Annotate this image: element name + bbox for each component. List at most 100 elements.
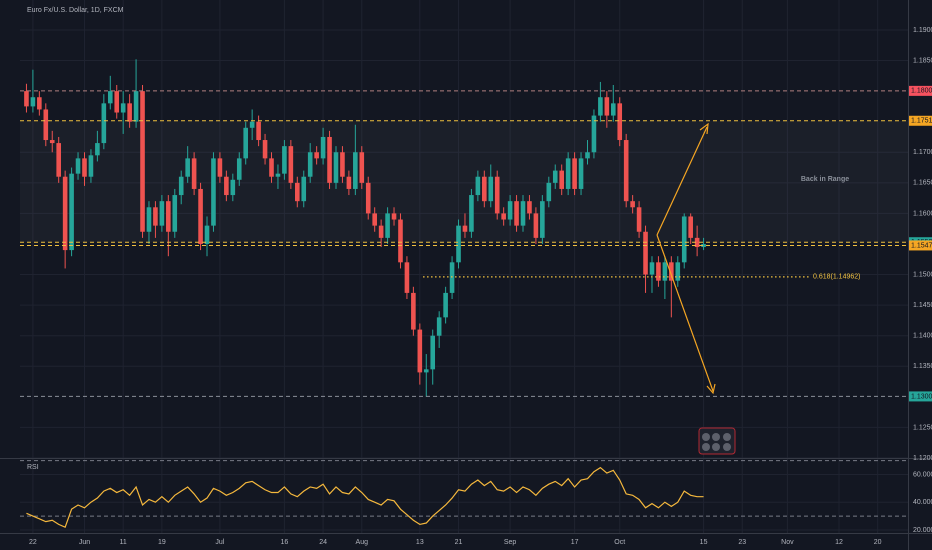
- candle-body: [565, 158, 571, 189]
- candle-body: [82, 158, 87, 177]
- candle-body: [617, 103, 623, 141]
- candle-body: [282, 146, 287, 174]
- level-label: 1.17515: [911, 118, 932, 125]
- x-tick-label: 12: [835, 539, 843, 546]
- candle-body: [275, 173, 281, 177]
- arrow-down: [656, 234, 714, 392]
- candle-body: [75, 158, 81, 174]
- candle-body: [101, 103, 107, 144]
- candle-body: [449, 262, 455, 293]
- candle-body: [417, 329, 423, 373]
- level-label-box: [909, 115, 932, 126]
- candle-body: [56, 143, 61, 177]
- arrow-head: [699, 122, 709, 135]
- candle-body: [585, 152, 590, 159]
- candle-body: [301, 176, 307, 202]
- candle-body: [643, 231, 648, 275]
- candle-body: [140, 91, 145, 232]
- candle-body: [327, 136, 332, 183]
- rsi-title: RSI: [27, 464, 39, 471]
- candle-body: [120, 103, 126, 113]
- candle-body: [95, 143, 100, 156]
- candle-body: [423, 369, 429, 373]
- y-tick-label: 20.0000: [913, 527, 932, 534]
- y-tick-label: 1.16500: [913, 180, 932, 187]
- candle-body: [24, 91, 29, 107]
- candle-body: [598, 97, 603, 116]
- x-tick-label: Aug: [356, 539, 369, 546]
- candle-body: [514, 201, 519, 226]
- candle-body: [211, 158, 216, 226]
- x-tick-label: Jun: [79, 539, 90, 546]
- candle-body: [49, 140, 55, 144]
- candle-body: [43, 109, 49, 141]
- candle-body: [359, 152, 365, 183]
- candle-body: [262, 140, 268, 159]
- candle-body: [430, 335, 436, 370]
- candle-body: [269, 158, 274, 177]
- x-tick-label: 17: [571, 539, 579, 546]
- candle-body: [133, 91, 139, 122]
- candle-body: [494, 176, 500, 214]
- candle-body: [552, 170, 558, 183]
- candle-body: [540, 201, 545, 238]
- x-tick-label: 22: [29, 539, 37, 546]
- candle-body: [346, 176, 352, 189]
- candle-body: [172, 195, 178, 232]
- x-tick-label: 19: [158, 539, 166, 546]
- candle-body: [385, 213, 390, 238]
- candle-body: [411, 292, 416, 330]
- y-tick-label: 1.17000: [913, 149, 932, 156]
- candle-body: [456, 225, 461, 263]
- candle-body: [533, 213, 539, 238]
- y-tick-label: 1.18500: [913, 57, 932, 64]
- rsi-line: [26, 466, 704, 528]
- candle-body: [520, 201, 526, 226]
- x-tick-label: Jul: [215, 539, 224, 546]
- level-label-box: [909, 240, 932, 251]
- x-tick-label: 21: [455, 539, 463, 546]
- candle-body: [224, 176, 229, 196]
- candle-body: [256, 121, 261, 141]
- candle-body: [159, 201, 165, 226]
- candle-body: [353, 152, 358, 189]
- candle-body: [559, 170, 564, 189]
- candle-body: [546, 182, 552, 202]
- level-label: 1.15476: [911, 242, 932, 249]
- candle-body: [166, 201, 171, 232]
- x-tick-label: Sep: [504, 539, 517, 546]
- level-label: 1.13007: [911, 393, 932, 400]
- candle-body: [578, 158, 584, 189]
- candle-body: [37, 97, 42, 110]
- y-tick-label: 1.13500: [913, 363, 932, 370]
- candle-body: [372, 213, 377, 226]
- candle-body: [378, 225, 384, 238]
- candle-body: [636, 207, 642, 232]
- candle-body: [30, 97, 36, 107]
- candle-body: [469, 195, 474, 232]
- candle-body: [314, 152, 319, 159]
- candle-body: [333, 152, 339, 183]
- level-label: 1.18004: [911, 88, 932, 95]
- candle-body: [591, 115, 597, 153]
- candle-body: [391, 213, 397, 220]
- candle-body: [488, 176, 494, 202]
- candle-body: [662, 262, 668, 281]
- y-tick-label: 1.12500: [913, 424, 932, 431]
- y-tick-label: 1.12000: [913, 455, 932, 462]
- candle-body: [572, 158, 577, 189]
- x-tick-label: 20: [874, 539, 882, 546]
- candle-body: [62, 176, 68, 251]
- candle-body: [185, 158, 190, 177]
- candle-body: [198, 188, 203, 244]
- y-tick-label: 40.0000: [913, 499, 932, 506]
- candle-body: [475, 176, 481, 196]
- level-label-box: [909, 391, 932, 402]
- candle-body: [675, 262, 681, 281]
- candle-body: [204, 225, 210, 244]
- candle-body: [88, 155, 94, 177]
- candle-body: [294, 182, 300, 202]
- x-tick-label: Oct: [614, 539, 625, 546]
- candle-body: [656, 262, 661, 281]
- y-tick-label: 1.14500: [913, 302, 932, 309]
